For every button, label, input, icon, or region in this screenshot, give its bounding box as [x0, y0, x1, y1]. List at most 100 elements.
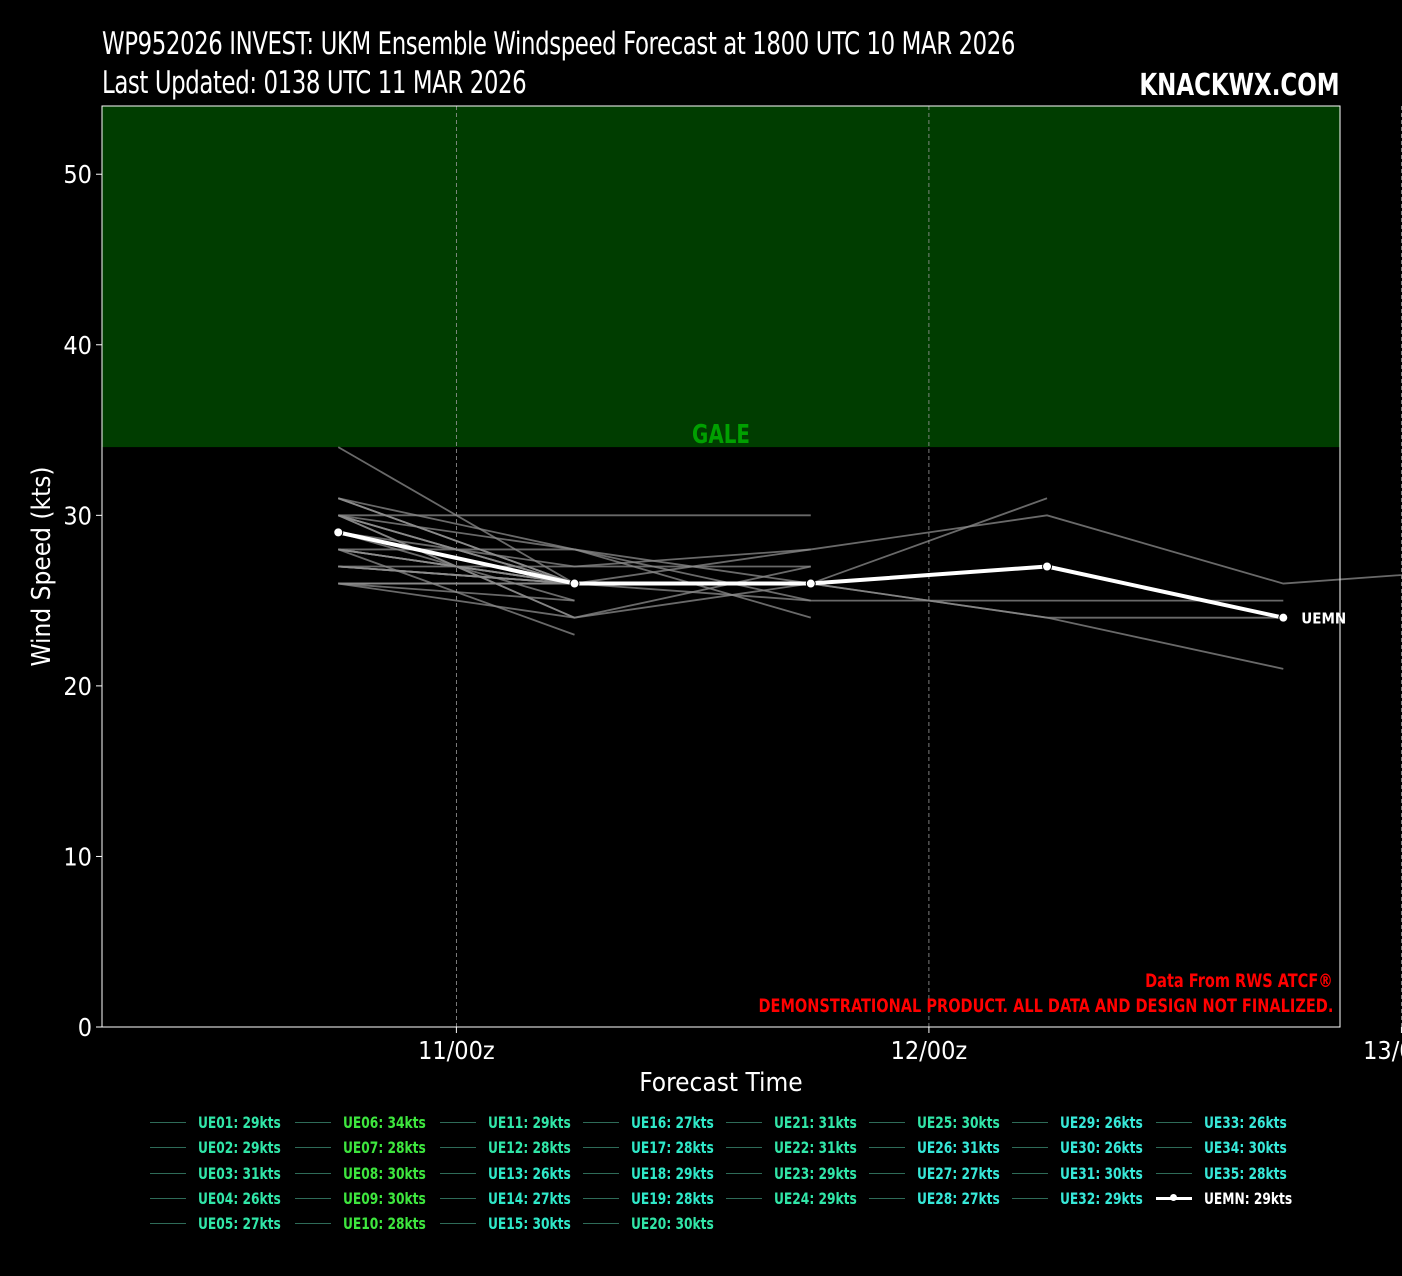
- legend-label: UE20: 30kts: [631, 1214, 714, 1234]
- legend-item-ue34: UE34: 30kts: [1156, 1135, 1301, 1160]
- data-credit: Data From RWS ATCF®: [1145, 970, 1333, 992]
- legend-item-ue31: UE31: 30kts: [1012, 1161, 1157, 1186]
- legend-item-ue04: UE04: 26kts: [150, 1186, 295, 1211]
- y-axis-label: Wind Speed (kts): [27, 466, 57, 666]
- x-tick-label: 13/00z: [1363, 1036, 1402, 1065]
- y-tick-label: 40: [63, 331, 92, 360]
- legend-label: UE27: 27kts: [917, 1163, 1000, 1183]
- legend-item-ue25: UE25: 30kts: [869, 1110, 1014, 1135]
- legend-item-ue24: UE24: 29kts: [726, 1186, 871, 1211]
- legend-item-ue30: UE30: 26kts: [1012, 1135, 1157, 1160]
- legend-label: UE29: 26kts: [1060, 1113, 1143, 1132]
- y-tick-label: 0: [78, 1013, 92, 1042]
- legend-label: UE30: 26kts: [1060, 1138, 1143, 1158]
- legend-swatch: [869, 1172, 905, 1174]
- legend-swatch: [440, 1197, 476, 1199]
- demo-disclaimer: DEMONSTRATIONAL PRODUCT. ALL DATA AND DE…: [758, 995, 1333, 1017]
- legend-swatch: [583, 1197, 619, 1199]
- x-axis-label: Forecast Time: [639, 1068, 802, 1098]
- legend-swatch: [1012, 1122, 1048, 1123]
- legend-item-ue05: UE05: 27kts: [150, 1211, 295, 1236]
- gale-band: [102, 106, 1340, 448]
- legend-swatch: [1156, 1147, 1192, 1149]
- legend-swatch: [583, 1122, 619, 1123]
- legend-swatch: [440, 1122, 476, 1123]
- legend-label: UE04: 26kts: [198, 1188, 281, 1208]
- legend-item-ue06: UE06: 34kts: [295, 1110, 440, 1135]
- legend-swatch: [583, 1223, 619, 1225]
- legend-swatch: [150, 1172, 186, 1174]
- legend-swatch: [1156, 1122, 1192, 1123]
- legend-swatch: [1012, 1147, 1048, 1149]
- legend-item-ue14: UE14: 27kts: [440, 1186, 585, 1211]
- member-line-ue11: [338, 514, 1402, 585]
- legend-swatch: [726, 1172, 762, 1174]
- legend-swatch: [150, 1147, 186, 1149]
- legend-label: UE14: 27kts: [488, 1188, 571, 1208]
- member-line-ue35: [338, 548, 575, 585]
- legend-item-ue18: UE18: 29kts: [583, 1161, 728, 1186]
- legend-swatch: [295, 1197, 331, 1199]
- legend-label: UE16: 27kts: [631, 1113, 714, 1132]
- legend-item-ue16: UE16: 27kts: [583, 1110, 728, 1135]
- member-line-ue26: [337, 497, 575, 585]
- legend-swatch: [440, 1223, 476, 1225]
- legend-label: UE05: 27kts: [198, 1214, 281, 1234]
- member-line-ue34: [338, 514, 575, 585]
- legend-swatch: [295, 1172, 331, 1174]
- legend-item-ue17: UE17: 28kts: [583, 1135, 728, 1160]
- legend-label: UE06: 34kts: [343, 1113, 426, 1132]
- mean-point: [1278, 612, 1289, 623]
- legend-swatch: [583, 1147, 619, 1149]
- legend-label: UE28: 27kts: [917, 1188, 1000, 1208]
- legend-label: UE32: 29kts: [1060, 1188, 1143, 1208]
- legend-item-ue19: UE19: 28kts: [583, 1186, 728, 1211]
- legend-label: UE17: 28kts: [631, 1138, 714, 1158]
- legend-item-ue01: UE01: 29kts: [150, 1110, 295, 1135]
- legend-label: UE11: 29kts: [488, 1113, 571, 1132]
- legend-item-ue23: UE23: 29kts: [726, 1161, 871, 1186]
- plot-frame: [101, 105, 1341, 1028]
- legend-label: UE02: 29kts: [198, 1138, 281, 1158]
- legend-item-ue08: UE08: 30kts: [295, 1161, 440, 1186]
- member-line-ue13: [338, 582, 575, 602]
- legend-item-ue15: UE15: 30kts: [440, 1211, 585, 1236]
- legend-swatch: [726, 1197, 762, 1199]
- mean-point: [1042, 561, 1053, 572]
- y-tick-label: 50: [63, 160, 92, 189]
- legend-label: UE18: 29kts: [631, 1163, 714, 1183]
- legend-swatch-mean-dot: [1170, 1193, 1177, 1201]
- legend-swatch: [869, 1122, 905, 1123]
- legend-label: UE21: 31kts: [774, 1113, 857, 1132]
- legend-label: UE23: 29kts: [774, 1163, 857, 1183]
- legend: UE01: 29kts UE02: 29kts UE03: 31kts UE04: 2…: [150, 1110, 1370, 1240]
- legend-label: UE07: 28kts: [343, 1138, 426, 1158]
- legend-swatch: [150, 1223, 186, 1225]
- legend-swatch: [295, 1147, 331, 1149]
- legend-item-ue10: UE10: 28kts: [295, 1211, 440, 1236]
- legend-label: UE19: 28kts: [631, 1188, 714, 1208]
- legend-label: UE25: 30kts: [917, 1113, 1000, 1132]
- legend-label: UE34: 30kts: [1204, 1138, 1287, 1158]
- legend-item-ue29: UE29: 26kts: [1012, 1110, 1157, 1135]
- legend-item-ue11: UE11: 29kts: [440, 1110, 585, 1135]
- legend-item-ue35: UE35: 28kts: [1156, 1161, 1301, 1186]
- legend-item-uemn: UEMN: 29kts: [1156, 1186, 1308, 1211]
- legend-swatch: [1156, 1172, 1192, 1174]
- legend-swatch: [726, 1147, 762, 1149]
- mean-point: [569, 578, 580, 589]
- chart-subtitle: Last Updated: 0138 UTC 11 MAR 2026: [102, 65, 527, 101]
- chart-title: WP952026 INVEST: UKM Ensemble Windspeed …: [102, 26, 1016, 62]
- legend-swatch: [440, 1147, 476, 1149]
- legend-label: UE22: 31kts: [774, 1138, 857, 1158]
- legend-item-ue13: UE13: 26kts: [440, 1161, 585, 1186]
- legend-label: UE24: 29kts: [774, 1188, 857, 1208]
- legend-label: UE01: 29kts: [198, 1113, 281, 1132]
- legend-item-ue09: UE09: 30kts: [295, 1186, 440, 1211]
- x-tick-label: 11/00z: [418, 1036, 495, 1065]
- legend-item-ue33: UE33: 26kts: [1156, 1110, 1301, 1135]
- gale-label: GALE: [692, 419, 750, 449]
- legend-swatch: [295, 1122, 331, 1123]
- legend-item-ue26: UE26: 31kts: [869, 1135, 1014, 1160]
- legend-label: UE15: 30kts: [488, 1214, 571, 1234]
